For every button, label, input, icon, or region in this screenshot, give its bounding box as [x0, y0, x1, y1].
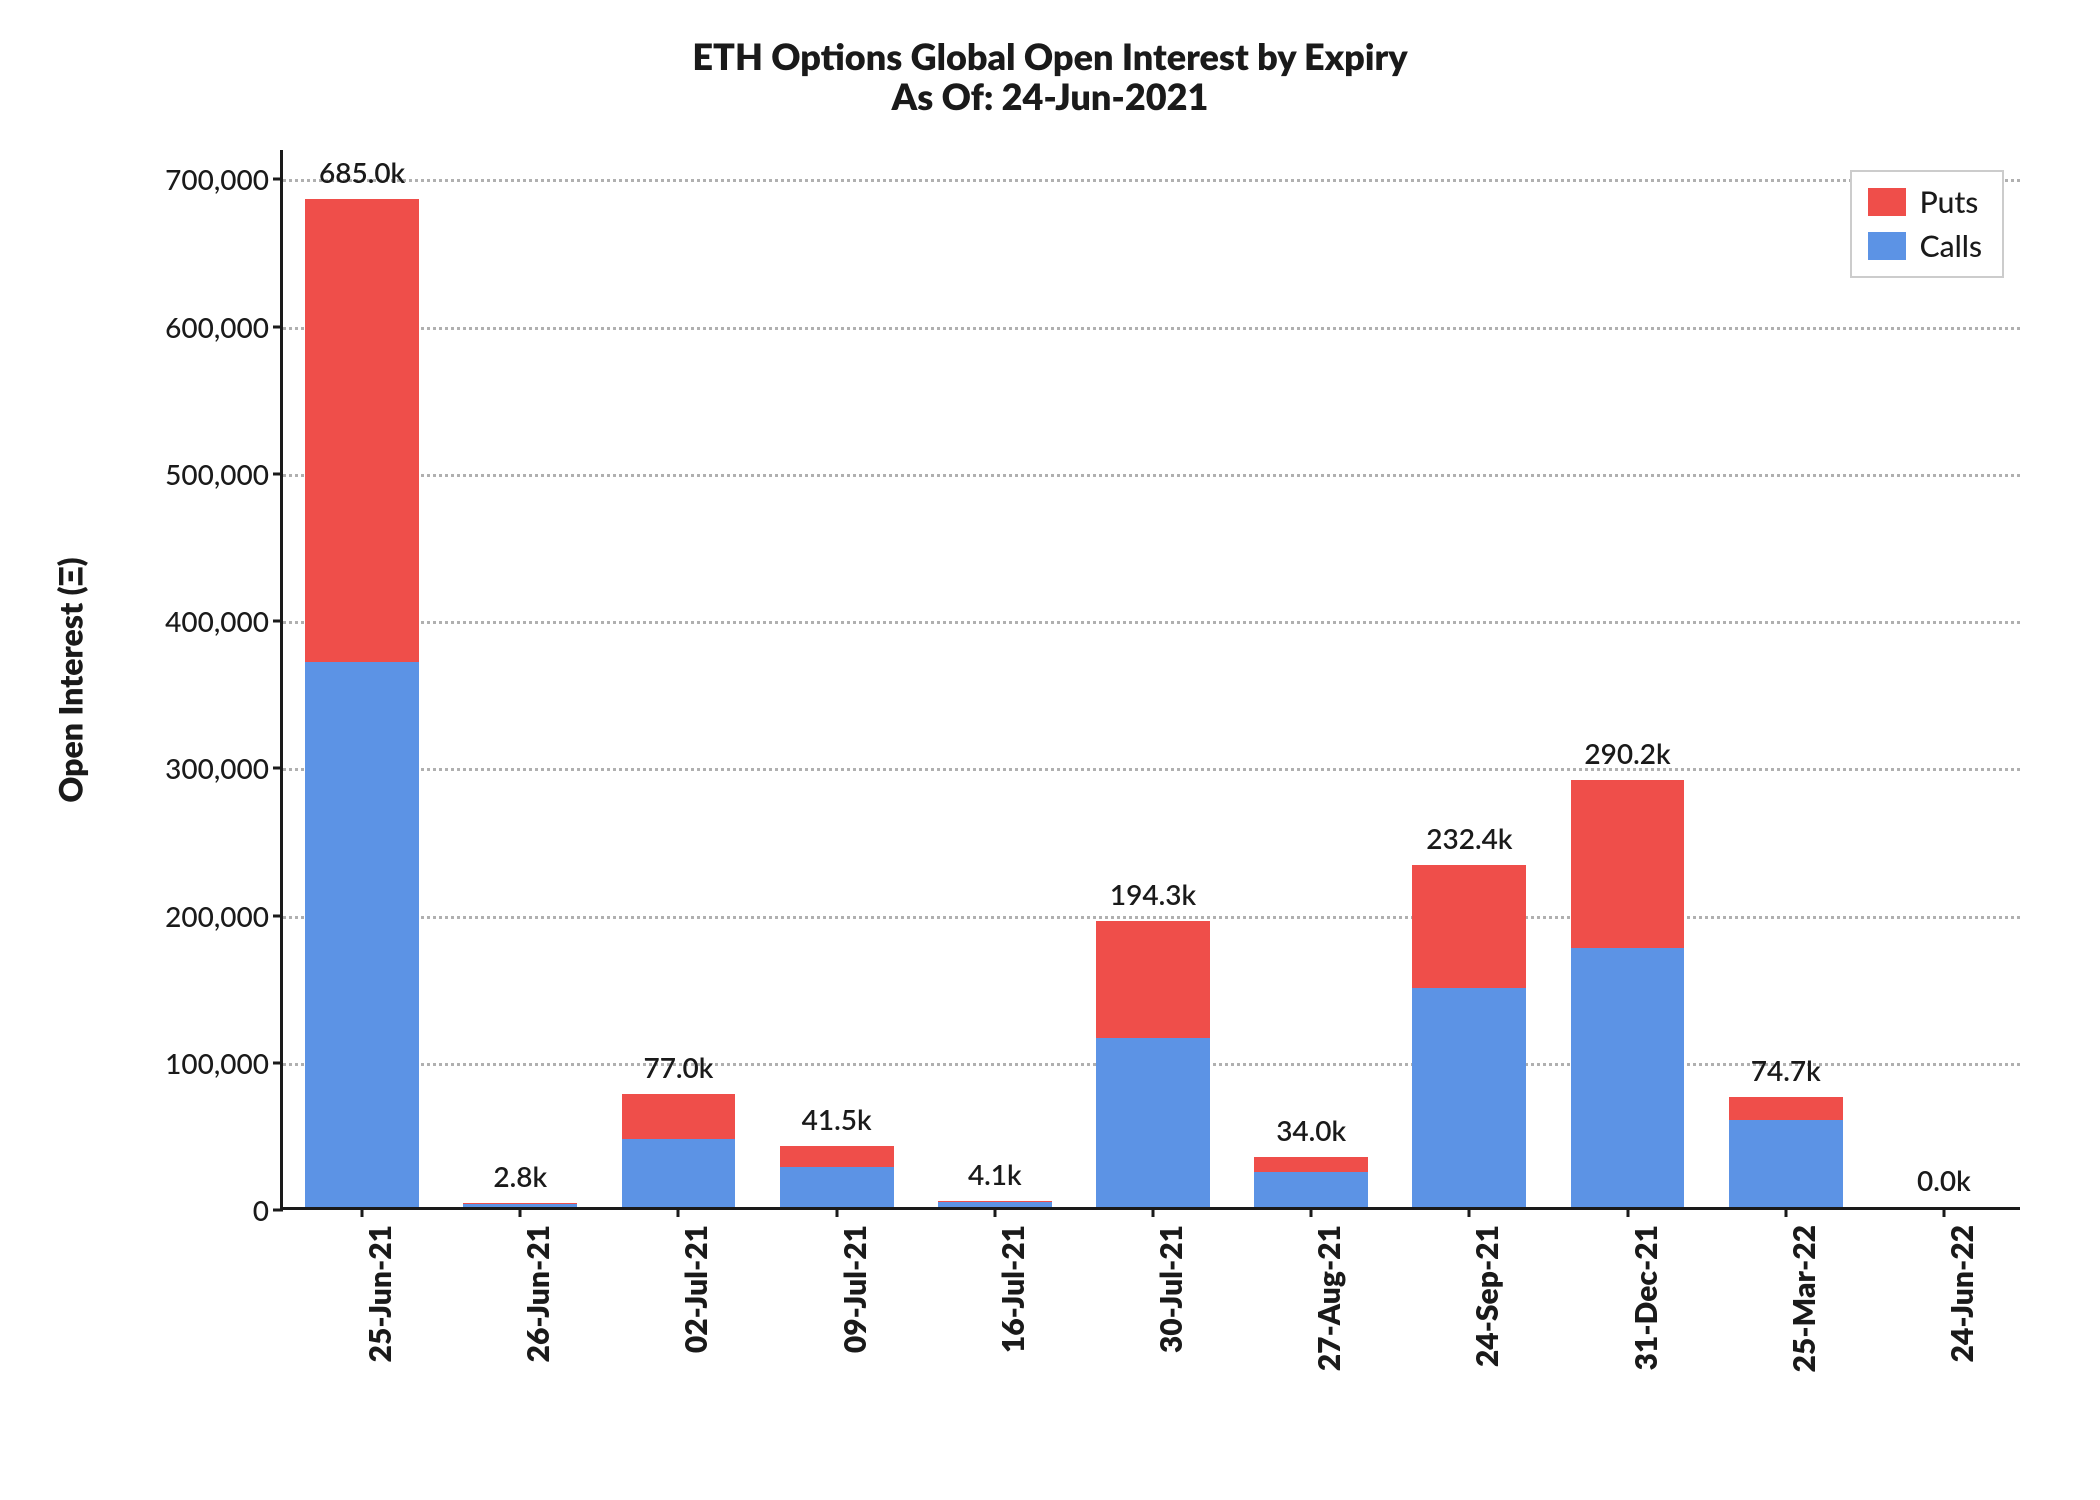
grid-line: [283, 474, 2020, 477]
bar-value-label: 290.2k: [1584, 736, 1670, 770]
y-tick-label: 700,000: [165, 162, 283, 196]
grid-line: [283, 327, 2020, 330]
bar-segment-puts: [305, 199, 419, 663]
bar-value-label: 4.1k: [968, 1157, 1022, 1191]
bar: 4.1k: [938, 1201, 1052, 1207]
bar-segment-calls: [622, 1139, 736, 1207]
chart-container: ETH Options Global Open Interest by Expi…: [0, 0, 2100, 1500]
x-tick-mark: [835, 1207, 838, 1217]
y-tick-label: 600,000: [165, 310, 283, 344]
bar: 74.7k: [1729, 1097, 1843, 1207]
x-tick-label: 31-Dec-21: [1628, 1225, 1664, 1370]
bar: 685.0k: [305, 199, 419, 1207]
bar-value-label: 0.0k: [1917, 1163, 1971, 1197]
bar-segment-calls: [305, 662, 419, 1207]
x-tick-label: 16-Jul-21: [995, 1225, 1031, 1353]
bar-value-label: 34.0k: [1276, 1113, 1346, 1147]
bar-value-label: 194.3k: [1110, 877, 1196, 911]
bar: 290.2k: [1571, 780, 1685, 1207]
y-axis-title: Open Interest (Ξ): [51, 557, 90, 802]
bar-segment-calls: [1096, 1038, 1210, 1207]
x-tick-mark: [1310, 1207, 1313, 1217]
x-tick-label: 30-Jul-21: [1153, 1225, 1189, 1353]
grid-line: [283, 768, 2020, 771]
x-tick-label: 27-Aug-21: [1311, 1225, 1347, 1371]
x-tick-mark: [1942, 1207, 1945, 1217]
x-tick-mark: [519, 1207, 522, 1217]
bar-segment-calls: [938, 1202, 1052, 1207]
bar: 41.5k: [780, 1146, 894, 1207]
x-tick-label: 02-Jul-21: [678, 1225, 714, 1353]
x-tick-label: 09-Jul-21: [837, 1225, 873, 1353]
bar: 2.8k: [463, 1203, 577, 1207]
x-tick-label: 24-Sep-21: [1469, 1225, 1505, 1367]
y-tick-label: 300,000: [165, 751, 283, 785]
bar-segment-puts: [1729, 1097, 1843, 1120]
bar-segment-calls: [1729, 1120, 1843, 1207]
bar-value-label: 2.8k: [493, 1159, 547, 1193]
y-tick-label: 400,000: [165, 604, 283, 638]
bar-segment-calls: [1254, 1172, 1368, 1207]
bar-value-label: 685.0k: [319, 155, 405, 189]
bar-segment-puts: [622, 1094, 736, 1140]
chart-title-line2: As Of: 24-Jun-2021: [0, 74, 2100, 118]
x-tick-mark: [361, 1207, 364, 1217]
x-tick-label: 25-Jun-21: [362, 1225, 398, 1362]
bar: 232.4k: [1412, 865, 1526, 1207]
bar-segment-calls: [780, 1167, 894, 1207]
x-tick-label: 26-Jun-21: [520, 1225, 556, 1362]
plot-area: 0100,000200,000300,000400,000500,000600,…: [280, 150, 2020, 1210]
bar-segment-puts: [1412, 865, 1526, 988]
bar: 34.0k: [1254, 1157, 1368, 1207]
bar-segment-calls: [1571, 948, 1685, 1207]
legend-label: Calls: [1920, 228, 1982, 264]
bar-value-label: 41.5k: [802, 1102, 872, 1136]
x-tick-mark: [1626, 1207, 1629, 1217]
bar-segment-puts: [780, 1146, 894, 1167]
bar-segment-puts: [1096, 921, 1210, 1038]
y-tick-label: 100,000: [165, 1046, 283, 1080]
bar-segment-calls: [463, 1204, 577, 1207]
bar: 194.3k: [1096, 921, 1210, 1207]
bar-value-label: 74.7k: [1751, 1053, 1821, 1087]
legend-item-calls: Calls: [1868, 228, 1982, 264]
bar-value-label: 232.4k: [1426, 821, 1512, 855]
bar-value-label: 77.0k: [643, 1050, 713, 1084]
x-tick-label: 24-Jun-22: [1944, 1225, 1980, 1362]
x-tick-mark: [1152, 1207, 1155, 1217]
x-tick-mark: [1784, 1207, 1787, 1217]
legend-swatch: [1868, 188, 1906, 216]
grid-line: [283, 621, 2020, 624]
grid-line: [283, 916, 2020, 919]
legend-label: Puts: [1920, 184, 1979, 220]
chart-title-line1: ETH Options Global Open Interest by Expi…: [0, 34, 2100, 78]
x-tick-label: 25-Mar-22: [1786, 1225, 1822, 1372]
bar: 77.0k: [622, 1094, 736, 1207]
legend-swatch: [1868, 232, 1906, 260]
y-tick-label: 0: [253, 1193, 283, 1227]
bar-segment-puts: [463, 1203, 577, 1204]
x-tick-mark: [993, 1207, 996, 1217]
x-tick-mark: [677, 1207, 680, 1217]
legend-item-puts: Puts: [1868, 184, 1982, 220]
bar-segment-puts: [1254, 1157, 1368, 1172]
bar-segment-calls: [1412, 988, 1526, 1207]
grid-line: [283, 179, 2020, 182]
x-tick-mark: [1468, 1207, 1471, 1217]
y-tick-label: 500,000: [165, 457, 283, 491]
legend: Puts Calls: [1850, 170, 2004, 278]
y-tick-label: 200,000: [165, 899, 283, 933]
bar-segment-puts: [938, 1201, 1052, 1202]
bar-segment-puts: [1571, 780, 1685, 948]
